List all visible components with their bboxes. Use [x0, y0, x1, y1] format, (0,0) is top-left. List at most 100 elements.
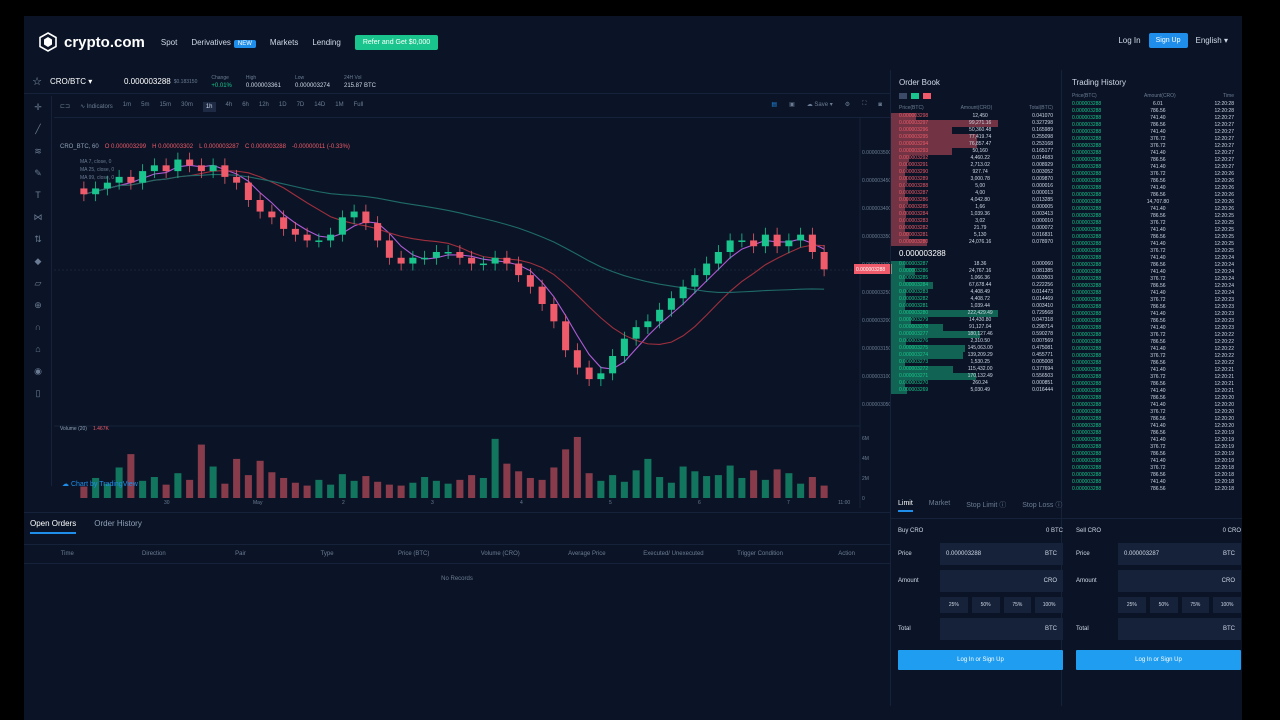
- buy-amount-input[interactable]: CRO: [940, 570, 1063, 592]
- order-book-row[interactable]: 0.000003282 21.79 0.000072: [891, 225, 1061, 232]
- order-book-row[interactable]: 0.000003274 139,209.29 0.455771: [891, 352, 1061, 359]
- order-book-row[interactable]: 0.000003287 18.36 0.000060: [891, 261, 1061, 268]
- indicators-button[interactable]: ∿ Indicators: [80, 104, 113, 110]
- nav-spot[interactable]: Spot: [160, 37, 178, 47]
- pair-selector[interactable]: CRO/BTC ▾: [50, 77, 93, 86]
- settings-gear-icon[interactable]: ⚙: [844, 102, 851, 108]
- tab-market[interactable]: Market: [928, 500, 951, 507]
- nav-derivatives[interactable]: Derivatives NEW: [191, 38, 256, 48]
- candle-type-icon[interactable]: ▤: [771, 102, 778, 108]
- lock-icon[interactable]: ⌂: [35, 344, 41, 354]
- pct-25-button[interactable]: 25%: [940, 597, 968, 613]
- pct-50-button[interactable]: 50%: [1149, 597, 1178, 613]
- nav-lending[interactable]: Lending: [312, 37, 341, 47]
- screenshot-icon[interactable]: ▣: [789, 102, 795, 108]
- order-book-row[interactable]: 0.000003271 170,132.49 0.556503: [891, 373, 1061, 380]
- tab-open-orders[interactable]: Open Orders: [30, 519, 77, 534]
- view-both-icon[interactable]: [899, 93, 907, 99]
- order-book-row[interactable]: 0.000003281 5,130 0.016831: [891, 232, 1061, 239]
- order-book-row[interactable]: 0.000003276 2,310.50 0.007569: [891, 338, 1061, 345]
- order-book-row[interactable]: 0.000003294 76,857.47 0.253168: [891, 141, 1061, 148]
- order-book-row[interactable]: 0.000003280 24,076.16 0.078970: [891, 239, 1061, 246]
- order-book-row[interactable]: 0.000003272 115,432.00 0.377694: [891, 366, 1061, 373]
- order-book-row[interactable]: 0.000003297 99,271.16 0.327298: [891, 120, 1061, 127]
- brand-logo[interactable]: crypto.com: [38, 32, 145, 52]
- interval-Full[interactable]: Full: [353, 101, 364, 108]
- tab-limit[interactable]: Limit: [898, 500, 913, 512]
- pct-25-button[interactable]: 25%: [1118, 597, 1146, 613]
- order-book-row[interactable]: 0.000003269 5,030.49 0.016444: [891, 387, 1061, 394]
- eye-icon[interactable]: ◉: [34, 365, 42, 376]
- interval-1m[interactable]: 1m: [122, 101, 132, 108]
- sell-login-button[interactable]: Log In or Sign Up: [1076, 650, 1241, 670]
- favorite-star-icon[interactable]: ☆: [32, 76, 42, 88]
- interval-1h[interactable]: 1h: [202, 101, 216, 112]
- order-book-row[interactable]: 0.000003273 1,530.25 0.005008: [891, 359, 1061, 366]
- order-book-row[interactable]: 0.000003281 1,039.44 0.003410: [891, 303, 1061, 310]
- order-book-row[interactable]: 0.000003284 1,039.36 0.003413: [891, 211, 1061, 218]
- save-button[interactable]: ☁ Save ▾: [806, 102, 833, 108]
- pattern-icon[interactable]: ⋈: [33, 211, 43, 222]
- view-asks-icon[interactable]: [923, 93, 931, 99]
- order-book-row[interactable]: 0.000003291 2,713.02 0.008929: [891, 162, 1061, 169]
- compare-icon[interactable]: ⊏⊐: [60, 104, 71, 110]
- arrow-icon[interactable]: ◆: [34, 255, 42, 266]
- tab-order-history[interactable]: Order History: [94, 519, 142, 528]
- order-book-row[interactable]: 0.000003283 3,02 0.000010: [891, 218, 1061, 225]
- interval-5m[interactable]: 5m: [141, 101, 150, 108]
- order-book-row[interactable]: 0.000003280 222,429.49 0.729568: [891, 310, 1061, 317]
- order-book-row[interactable]: 0.000003270 260.24 0.000851: [891, 380, 1061, 387]
- trash-icon[interactable]: ▯: [35, 387, 41, 398]
- interval-7D[interactable]: 7D: [296, 101, 305, 108]
- sell-total-input[interactable]: BTC: [1118, 618, 1241, 640]
- order-book-row[interactable]: 0.000003290 927.74 0.003052: [891, 169, 1061, 176]
- interval-4h[interactable]: 4h: [225, 101, 233, 108]
- order-book-row[interactable]: 0.000003285 1,66 0.000005: [891, 204, 1061, 211]
- magnet-icon[interactable]: ∩: [34, 322, 42, 332]
- order-book-row[interactable]: 0.000003295 77,419.74 0.255098: [891, 134, 1061, 141]
- fib-icon[interactable]: ≋: [34, 145, 42, 156]
- pct-100-button[interactable]: 100%: [1213, 597, 1241, 613]
- fullscreen-icon[interactable]: ⛶: [862, 101, 867, 107]
- brush-icon[interactable]: ✎: [34, 167, 42, 178]
- order-book-row[interactable]: 0.000003286 4,042.80 0.013285: [891, 197, 1061, 204]
- camera-icon[interactable]: ◙: [878, 101, 882, 108]
- buy-price-input[interactable]: 0.000003288 BTC: [940, 543, 1063, 565]
- order-book-row[interactable]: 0.000003282 4,408.72 0.014469: [891, 296, 1061, 303]
- order-book-row[interactable]: 0.000003292 4,460.22 0.014683: [891, 155, 1061, 162]
- pct-50-button[interactable]: 50%: [971, 597, 1000, 613]
- buy-total-input[interactable]: BTC: [940, 618, 1063, 640]
- nav-markets[interactable]: Markets: [269, 37, 299, 47]
- order-book-row[interactable]: 0.000003277 180,127.46 0.590278: [891, 331, 1061, 338]
- refer-promo-button[interactable]: Refer and Get $0,000: [354, 34, 439, 50]
- order-book-row[interactable]: 0.000003296 50,360.48 0.165989: [891, 127, 1061, 134]
- candlestick-chart[interactable]: 0.000003500 0.000003450 0.000003400 0.00000…: [54, 118, 892, 508]
- interval-1M[interactable]: 1M: [335, 101, 344, 108]
- interval-14D[interactable]: 14D: [314, 101, 326, 108]
- view-bids-icon[interactable]: [911, 93, 919, 99]
- pct-100-button[interactable]: 100%: [1035, 597, 1063, 613]
- interval-15m[interactable]: 15m: [159, 101, 172, 108]
- tab-stop-limit[interactable]: Stop Limit ⓘ: [966, 502, 1007, 509]
- prediction-icon[interactable]: ⇅: [34, 233, 42, 244]
- interval-6h[interactable]: 6h: [242, 101, 249, 108]
- interval-1D[interactable]: 1D: [278, 101, 287, 108]
- order-book-row[interactable]: 0.000003287 4,00 0.000013: [891, 190, 1061, 197]
- order-book-row[interactable]: 0.000003285 1,066.36 0.003503: [891, 275, 1061, 282]
- pct-75-button[interactable]: 75%: [1181, 597, 1210, 613]
- language-select[interactable]: English ▾: [1195, 36, 1229, 45]
- order-book-row[interactable]: 0.000003278 91,127.04 0.298714: [891, 324, 1061, 331]
- buy-login-button[interactable]: Log In or Sign Up: [898, 650, 1063, 670]
- zoom-icon[interactable]: ⊕: [34, 299, 42, 310]
- ruler-icon[interactable]: ▱: [34, 277, 42, 288]
- order-book-row[interactable]: 0.000003275 145,063.00 0.475081: [891, 345, 1061, 352]
- trendline-icon[interactable]: ╱: [35, 123, 41, 134]
- tab-stop-loss[interactable]: Stop Loss ⓘ: [1022, 502, 1063, 509]
- signup-button[interactable]: Sign Up: [1148, 33, 1188, 48]
- sell-price-input[interactable]: 0.000003287 BTC: [1118, 543, 1241, 565]
- order-book-row[interactable]: 0.000003289 3,000.78 0.009870: [891, 176, 1061, 183]
- text-icon[interactable]: T: [35, 190, 41, 200]
- order-book-row[interactable]: 0.000003293 50,160 0.165177: [891, 148, 1061, 155]
- crosshair-icon[interactable]: ✛: [34, 101, 42, 112]
- login-link[interactable]: Log In: [1118, 36, 1141, 45]
